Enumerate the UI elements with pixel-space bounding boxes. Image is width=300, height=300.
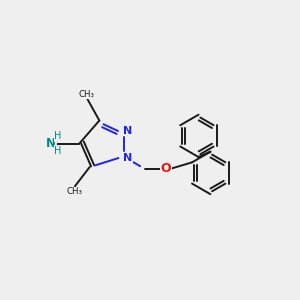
- Text: N: N: [123, 126, 133, 136]
- Text: CH₃: CH₃: [79, 90, 95, 99]
- Text: H: H: [54, 146, 61, 156]
- Text: N: N: [46, 137, 56, 150]
- Text: O: O: [160, 162, 171, 175]
- Text: N: N: [123, 153, 133, 163]
- Text: H: H: [54, 131, 61, 141]
- Text: CH₃: CH₃: [66, 187, 82, 196]
